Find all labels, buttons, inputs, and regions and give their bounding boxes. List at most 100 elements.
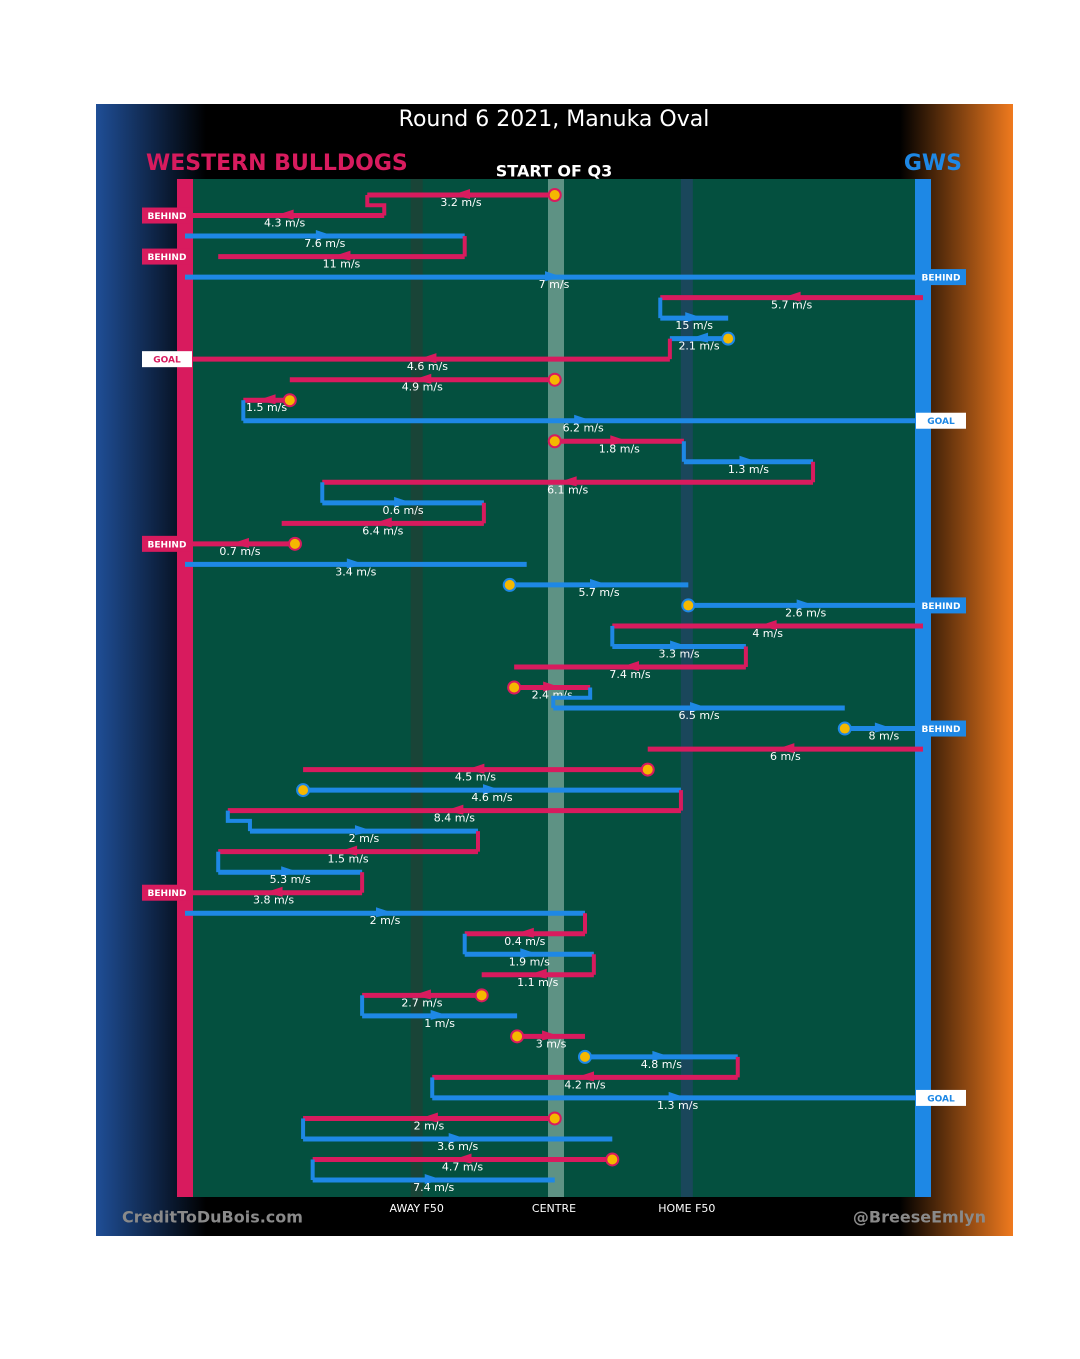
direction-arrow (275, 209, 294, 220)
direction-arrow (264, 886, 283, 897)
direction-arrow (543, 681, 562, 692)
direction-arrow (621, 660, 640, 671)
speed-label: 15 m/s (675, 319, 713, 332)
speed-label: 2 m/s (414, 1119, 445, 1132)
direction-arrow (528, 968, 547, 979)
direction-arrow (413, 373, 432, 384)
speed-label: 5.7 m/s (771, 299, 812, 312)
stoppage (640, 762, 655, 777)
speed-label: 0.6 m/s (383, 504, 424, 517)
team-line (177, 179, 193, 1197)
direction-arrow (575, 1071, 594, 1082)
team-line (915, 179, 931, 1197)
speed-label: 4.9 m/s (402, 381, 443, 394)
speed-label: 1 m/s (424, 1017, 455, 1030)
speed-label: 8 m/s (869, 730, 900, 743)
result-label: GOAL (153, 356, 181, 366)
speed-label: 4.5 m/s (455, 771, 496, 784)
stoppage (287, 536, 302, 551)
direction-arrow (758, 619, 777, 630)
speed-label: 4.2 m/s (564, 1078, 605, 1091)
speed-label: 7.6 m/s (304, 237, 345, 250)
stoppage (547, 434, 562, 449)
direction-arrow (558, 476, 577, 487)
direction-arrow (373, 517, 392, 528)
speed-label: 6.1 m/s (547, 483, 588, 496)
speed-label: 1.5 m/s (328, 853, 369, 866)
direction-arrow (545, 271, 563, 282)
direction-arrow (445, 804, 464, 815)
title: Round 6 2021, Manuka Oval (399, 107, 710, 132)
direction-arrow (796, 599, 815, 610)
result-box (916, 720, 966, 737)
direction-arrow (690, 702, 709, 713)
speed-label: 3.3 m/s (659, 647, 700, 660)
stoppage (547, 372, 562, 387)
direction-arrow (346, 558, 365, 569)
speed-label: 3.4 m/s (335, 565, 376, 578)
direction-arrow (515, 927, 534, 938)
result-label: BEHIND (148, 889, 187, 899)
subtitle: START OF Q3 (496, 162, 613, 181)
direction-arrow (412, 989, 431, 1000)
direction-arrow (520, 948, 539, 959)
direction-arrow (453, 1153, 472, 1164)
stoppage (547, 188, 562, 202)
speed-label: 7.4 m/s (609, 668, 650, 681)
speed-label: 5.7 m/s (578, 586, 619, 599)
speed-label: 0.7 m/s (219, 545, 260, 558)
direction-arrow (574, 414, 593, 425)
stoppage (605, 1152, 620, 1167)
direction-arrow (332, 250, 351, 261)
stoppage (681, 598, 696, 613)
x-tick-label: AWAY F50 (390, 1202, 444, 1215)
result-label: BEHIND (922, 274, 961, 284)
result-box (142, 535, 192, 552)
direction-arrow (418, 353, 437, 364)
direction-arrow (874, 722, 893, 733)
result-box (916, 412, 966, 429)
connector (551, 687, 593, 709)
direction-arrow (448, 1132, 467, 1143)
speed-label: 2.7 m/s (401, 996, 442, 1009)
speed-label: 4 m/s (752, 627, 783, 640)
speed-label: 2 m/s (370, 914, 401, 927)
direction-arrow (610, 435, 629, 446)
speed-label: 7 m/s (539, 278, 570, 291)
direction-arrow (452, 189, 471, 199)
speed-label: 1.3 m/s (657, 1099, 698, 1112)
speed-label: 6 m/s (770, 750, 801, 763)
result-box (142, 351, 192, 368)
stoppage (547, 1111, 562, 1126)
speed-label: 2.6 m/s (785, 606, 826, 619)
direction-arrow (230, 537, 249, 548)
result-box (142, 884, 192, 901)
speed-label: 3.8 m/s (253, 894, 294, 907)
direction-arrow (652, 1050, 671, 1061)
result-label: BEHIND (148, 540, 187, 550)
speed-label: 1.5 m/s (246, 401, 287, 414)
direction-arrow (466, 763, 485, 774)
direction-arrow (430, 1009, 449, 1020)
result-box (142, 248, 192, 265)
result-label: BEHIND (148, 212, 187, 222)
speed-label: 3.2 m/s (440, 196, 481, 209)
stoppage (474, 988, 489, 1003)
speed-label: 4.7 m/s (442, 1160, 483, 1173)
direction-arrow (419, 1112, 438, 1123)
result-label: BEHIND (922, 602, 961, 612)
speed-label: 8.4 m/s (434, 812, 475, 825)
credit: @BreeseEmlyn (853, 1208, 986, 1227)
speed-label: 4.6 m/s (407, 360, 448, 373)
speed-label: 6.2 m/s (563, 422, 604, 435)
direction-arrow (257, 394, 276, 405)
result-label: BEHIND (148, 253, 187, 263)
stoppage (510, 1029, 525, 1044)
speed-label: 4.8 m/s (641, 1058, 682, 1071)
speed-label: 2.1 m/s (678, 340, 719, 353)
speed-label: 2 m/s (349, 832, 380, 845)
x-tick-label: CENTRE (532, 1202, 576, 1215)
speed-label: 1.9 m/s (509, 955, 550, 968)
zone-line (680, 179, 693, 1197)
